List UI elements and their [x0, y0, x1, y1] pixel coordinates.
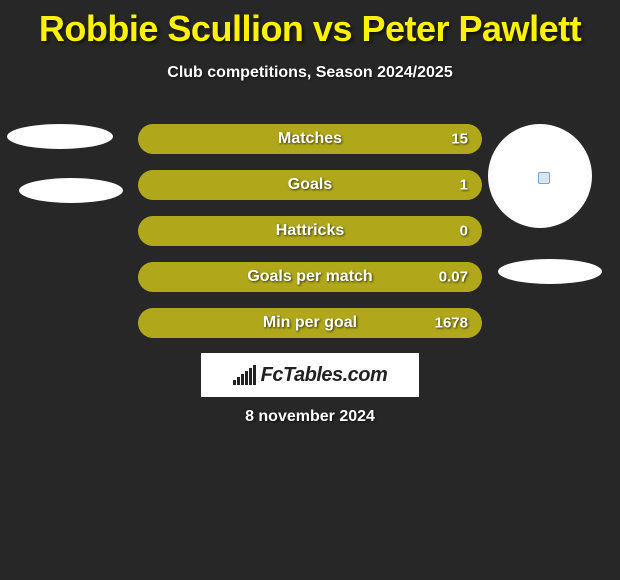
- image-placeholder-icon: [538, 172, 550, 184]
- stats-bars: Matches 15 Goals 1 Hattricks 0 Goals per match…: [138, 124, 482, 354]
- stat-row: Hattricks 0: [138, 216, 482, 246]
- stat-value: 1678: [435, 315, 468, 332]
- stat-label: Min per goal: [263, 314, 357, 332]
- stat-label: Goals: [288, 176, 332, 194]
- stat-value: 0: [460, 223, 468, 240]
- stat-row: Goals 1: [138, 170, 482, 200]
- logo-text: FcTables.com: [261, 364, 388, 387]
- player-right-nameplate: [498, 259, 602, 284]
- stat-value: 15: [451, 131, 468, 148]
- subtitle: Club competitions, Season 2024/2025: [0, 64, 620, 82]
- player-left-avatar: [7, 124, 113, 149]
- logo-bars-icon: [233, 365, 257, 385]
- stat-value: 0.07: [439, 269, 468, 286]
- date-text: 8 november 2024: [0, 408, 620, 426]
- stat-row: Min per goal 1678: [138, 308, 482, 338]
- stat-label: Matches: [278, 130, 342, 148]
- player-right-avatar: [488, 124, 592, 228]
- stat-row: Goals per match 0.07: [138, 262, 482, 292]
- site-logo: FcTables.com: [201, 353, 419, 397]
- stat-row: Matches 15: [138, 124, 482, 154]
- stat-value: 1: [460, 177, 468, 194]
- stat-label: Hattricks: [276, 222, 344, 240]
- stat-label: Goals per match: [247, 268, 372, 286]
- page-title: Robbie Scullion vs Peter Pawlett: [0, 0, 620, 50]
- player-left-nameplate: [19, 178, 123, 203]
